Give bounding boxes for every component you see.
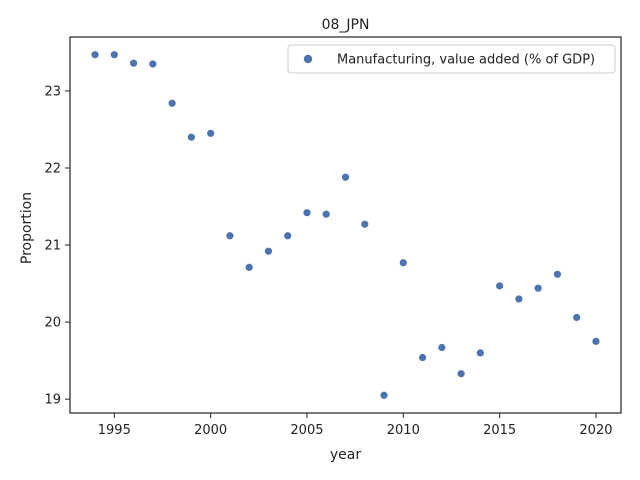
x-axis-ticks: 1995 2000 2005 2010 2015 2020 <box>98 413 613 438</box>
plot-area <box>69 36 622 414</box>
legend-box <box>287 44 616 74</box>
data-point <box>168 99 176 107</box>
y-tick-label: 19 <box>44 393 61 408</box>
data-points <box>91 51 600 399</box>
y-tick-label: 22 <box>44 161 61 176</box>
data-point <box>534 284 542 292</box>
data-point <box>515 295 523 303</box>
x-tick-label: 2020 <box>579 423 612 438</box>
data-point <box>245 263 253 271</box>
data-point <box>284 232 292 240</box>
data-point <box>110 51 118 59</box>
y-tick-label: 20 <box>44 316 61 331</box>
legend-marker <box>303 54 313 64</box>
data-point <box>399 259 407 267</box>
data-point <box>149 60 157 68</box>
x-tick-label: 2015 <box>483 423 516 438</box>
data-point <box>553 270 562 278</box>
x-tick-label: 2005 <box>290 423 323 438</box>
data-point <box>226 232 234 240</box>
chart-title: 08_JPN <box>322 17 370 33</box>
y-tick-label: 23 <box>44 84 61 99</box>
x-tick-label: 2000 <box>194 423 227 438</box>
x-axis-label: year <box>330 447 361 463</box>
y-tick-label: 21 <box>44 239 61 254</box>
legend: Manufacturing, value added (% of GDP) <box>287 44 616 74</box>
data-point <box>573 313 581 322</box>
data-point <box>380 391 388 399</box>
data-point <box>322 210 330 218</box>
data-point <box>476 349 484 357</box>
data-point <box>91 51 99 59</box>
data-point <box>341 173 350 181</box>
y-axis-ticks: 19 20 21 22 23 <box>44 84 70 408</box>
y-axis-label: Proportion <box>19 192 35 264</box>
data-point <box>496 282 504 290</box>
data-point <box>187 133 195 141</box>
legend-label: Manufacturing, value added (% of GDP) <box>337 53 595 68</box>
x-tick-label: 2010 <box>387 423 420 438</box>
data-point <box>438 343 446 352</box>
data-point <box>207 129 215 137</box>
data-point <box>418 353 427 362</box>
data-point <box>361 220 369 228</box>
data-point <box>303 209 311 217</box>
data-point <box>592 337 600 345</box>
x-tick-label: 1995 <box>98 423 131 438</box>
data-point <box>457 370 465 378</box>
data-point <box>129 59 138 67</box>
data-point <box>264 247 273 255</box>
